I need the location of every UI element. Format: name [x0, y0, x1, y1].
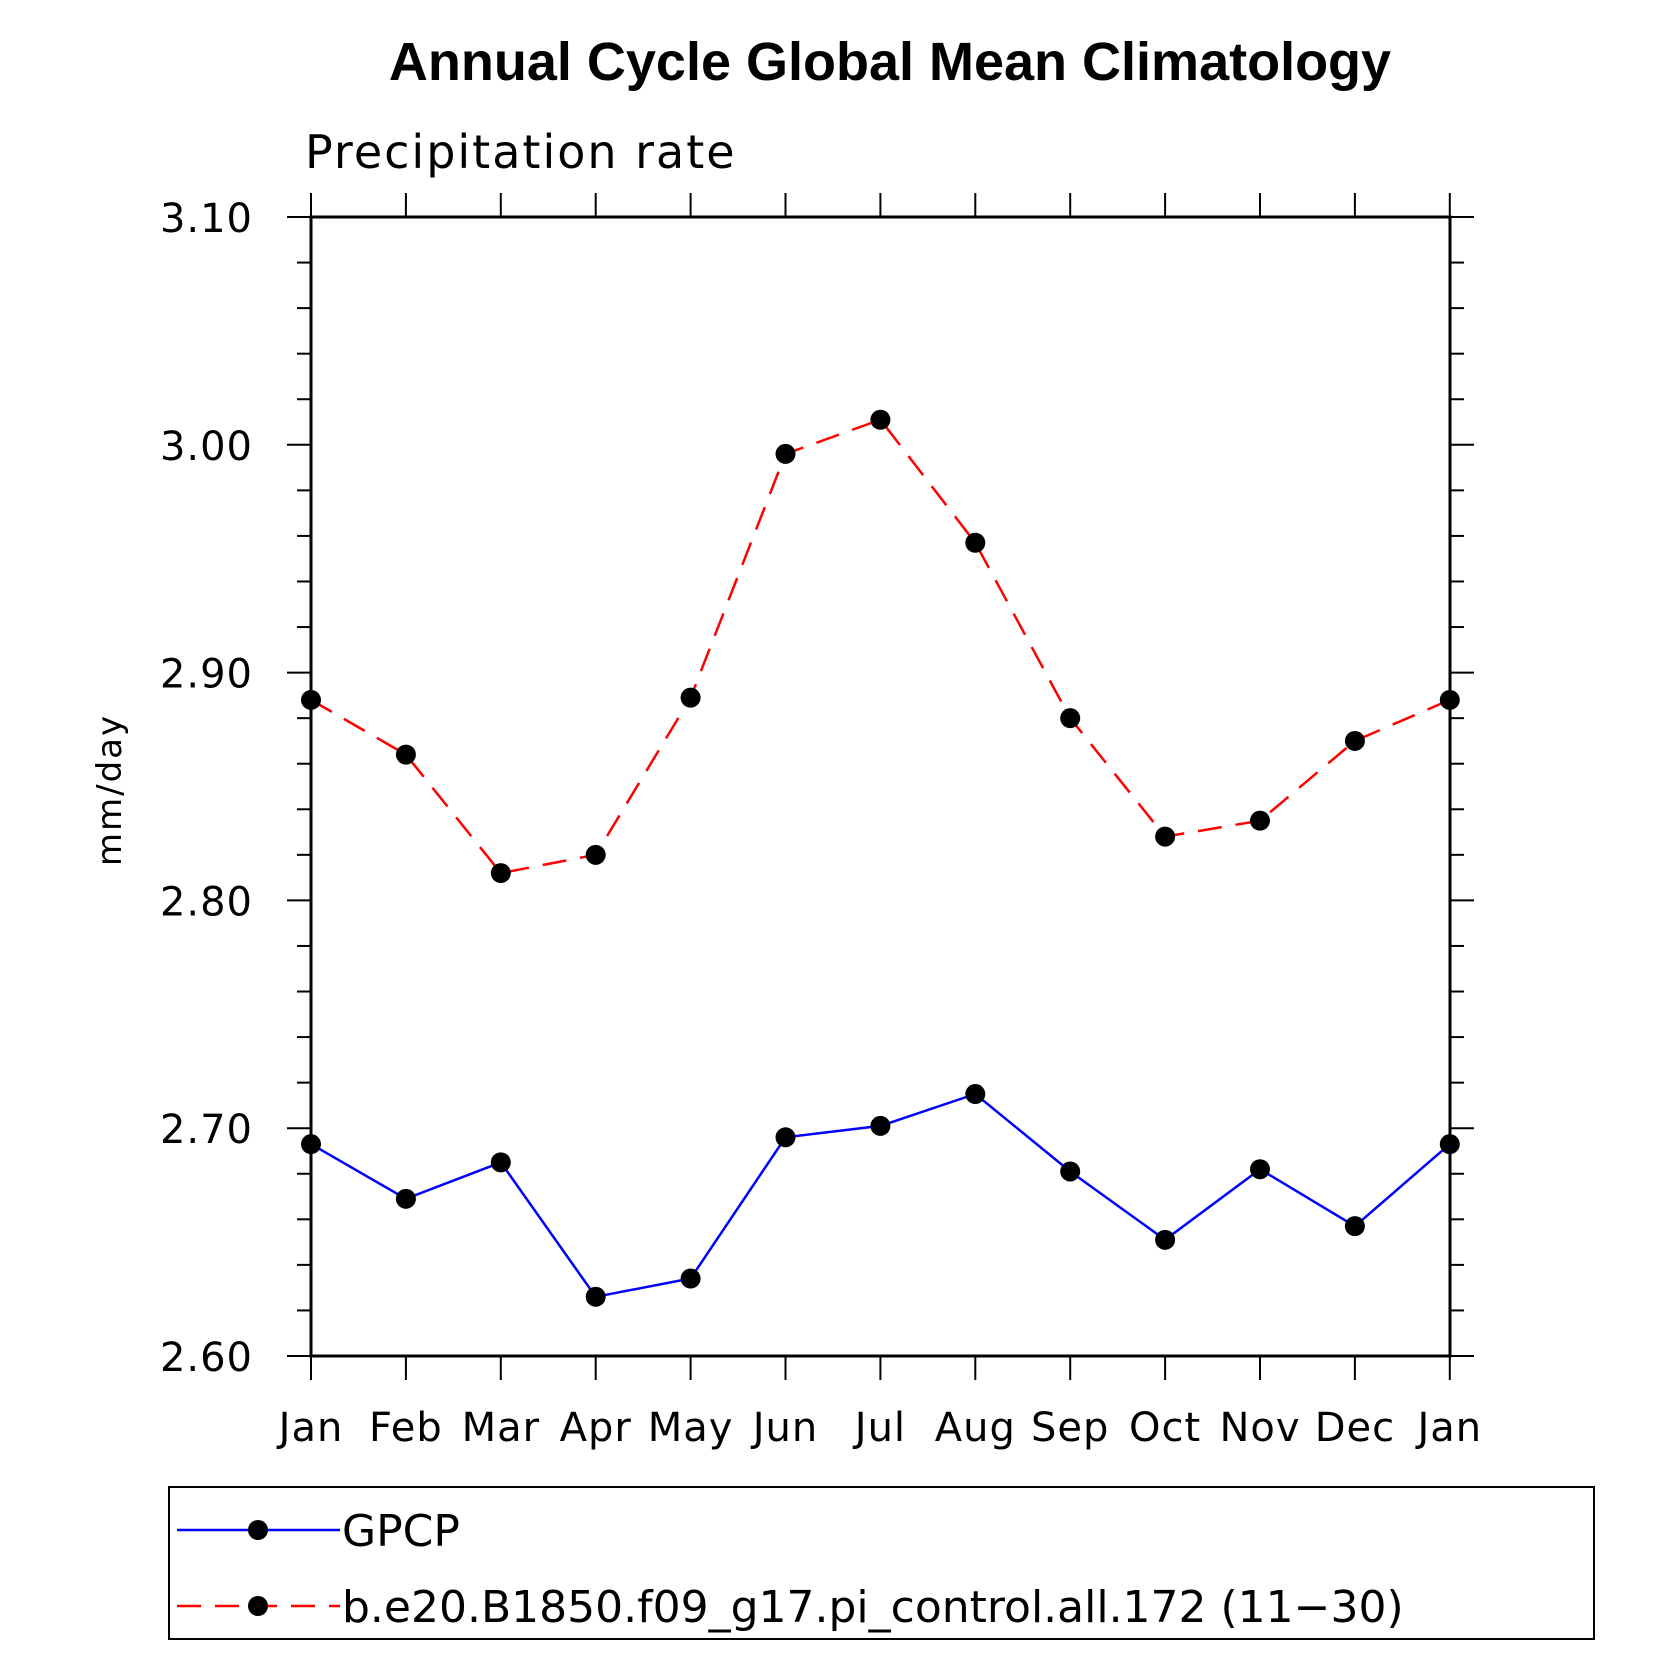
- series-line: [310, 418, 1451, 875]
- data-point: [1060, 1161, 1081, 1182]
- data-point: [1439, 1134, 1460, 1155]
- x-tick-labels: Jan Feb Mar Apr May Jun Jul Aug Sep Oct Nov Dec Jan: [276, 1405, 1482, 1451]
- data-point: [965, 532, 986, 553]
- y-axis-label: mm/day: [90, 714, 130, 866]
- data-point: [1250, 810, 1270, 831]
- chart-title: Annual Cycle Global Mean Climatology: [389, 32, 1391, 92]
- legend-marker: [248, 1520, 268, 1540]
- data-point: [1250, 1159, 1270, 1180]
- x-tick-label: Sep: [1031, 1405, 1109, 1451]
- data-point: [1155, 826, 1176, 847]
- data-point: [1439, 689, 1460, 710]
- x-tick-label: Nov: [1219, 1405, 1300, 1451]
- y-tick-label: 2.70: [160, 1107, 253, 1153]
- x-tick-label: Dec: [1315, 1405, 1395, 1451]
- x-tick-label: Feb: [369, 1405, 443, 1451]
- data-point: [965, 1084, 986, 1105]
- series-layer: [301, 409, 1460, 1307]
- legend-label: b.e20.B1850.f09_g17.pi_control.all.172 (…: [342, 1582, 1404, 1633]
- chart-subtitle: Precipitation rate: [305, 125, 737, 179]
- data-point: [1155, 1229, 1176, 1250]
- data-point: [1060, 708, 1081, 729]
- data-point: [680, 687, 701, 708]
- data-point: [301, 689, 321, 710]
- x-tick-label: Jan: [1414, 1405, 1482, 1451]
- x-tick-label: Mar: [462, 1405, 540, 1451]
- data-point: [870, 409, 891, 430]
- data-point: [490, 863, 511, 884]
- x-tick-label: Jan: [276, 1405, 344, 1451]
- data-point: [395, 744, 416, 765]
- legend-items: GPCP b.e20.B1850.f09_g17.pi_control.all.1…: [177, 1506, 1404, 1633]
- x-tick-label: Apr: [560, 1405, 632, 1451]
- data-point: [1344, 730, 1365, 751]
- x-tick-label: Oct: [1129, 1405, 1201, 1451]
- data-point: [490, 1152, 511, 1173]
- data-point: [585, 1286, 606, 1307]
- legend-box: [168, 1486, 1595, 1640]
- x-tick-label: Aug: [935, 1405, 1016, 1451]
- legend-label: GPCP: [342, 1506, 460, 1557]
- plot-frame: [309, 215, 1452, 1358]
- axis-ticks: [287, 193, 1474, 1380]
- data-point: [775, 1127, 796, 1148]
- y-tick-label: 3.10: [160, 196, 253, 242]
- legend-marker: [248, 1596, 268, 1616]
- data-point: [585, 844, 606, 865]
- data-point: [301, 1134, 321, 1155]
- x-tick-label: Jul: [852, 1405, 906, 1451]
- y-tick-label: 2.80: [160, 879, 253, 925]
- data-point: [870, 1115, 891, 1136]
- legend: GPCP b.e20.B1850.f09_g17.pi_control.all.1…: [168, 1486, 1595, 1640]
- y-tick-label: 2.90: [160, 652, 253, 698]
- y-tick-labels: 2.60 2.70 2.80 2.90 3.00 3.10: [160, 196, 253, 1381]
- data-point: [775, 443, 796, 464]
- x-tick-label: May: [648, 1405, 734, 1451]
- data-point: [1344, 1216, 1365, 1237]
- data-point: [395, 1188, 416, 1209]
- x-tick-label: Jun: [750, 1405, 819, 1451]
- data-point: [680, 1268, 701, 1289]
- y-tick-label: 3.00: [160, 424, 253, 470]
- y-tick-label: 2.60: [160, 1335, 253, 1381]
